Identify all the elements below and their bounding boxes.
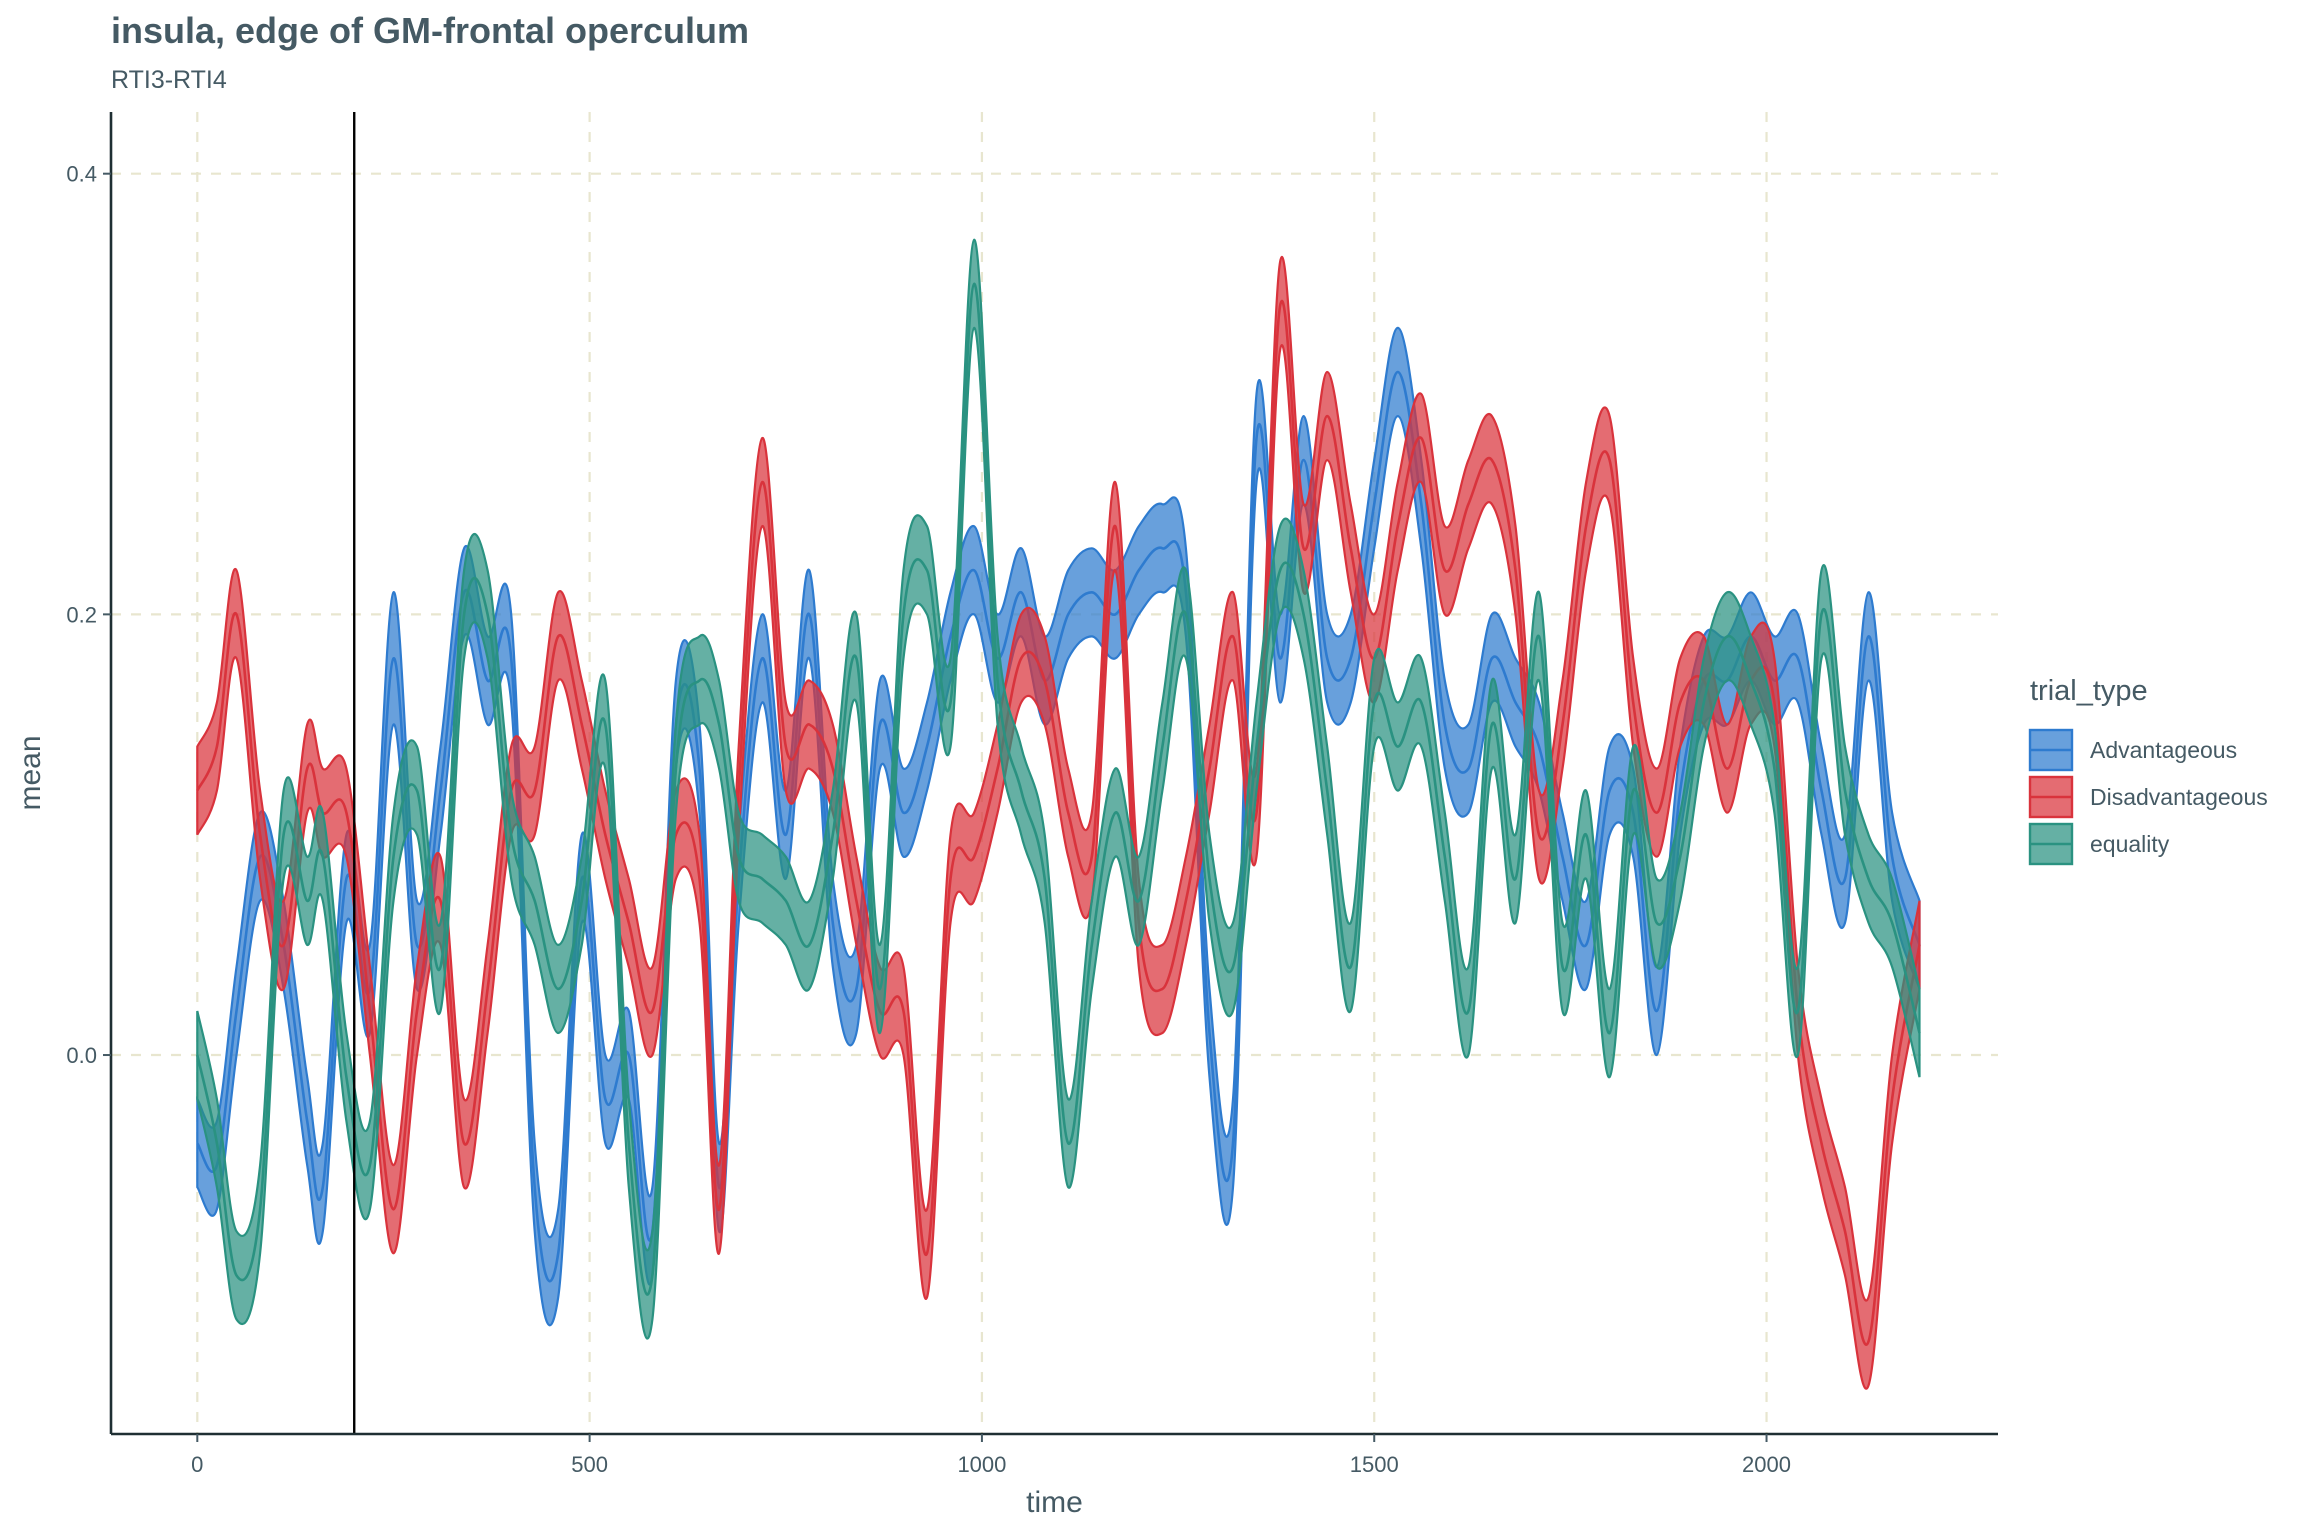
ribbon-disadvantageous <box>196 256 1921 1390</box>
chart-title: insula, edge of GM-frontal operculum <box>111 10 750 51</box>
legend-item-advantageous: Advantageous <box>2028 728 2237 772</box>
legend-label: equality <box>2090 831 2170 857</box>
mean-line-advantageous <box>196 370 1921 1283</box>
x-tick-label: 2000 <box>1742 1452 1791 1477</box>
y-axis-title: mean <box>14 735 47 810</box>
series-disadvantageous <box>196 256 1921 1390</box>
legend-item-equality: equality <box>2028 822 2170 866</box>
mean-line-equality <box>196 282 1921 1296</box>
x-axis-title: time <box>1026 1486 1083 1519</box>
ribbon-equality <box>196 238 1921 1340</box>
legend-label: Advantageous <box>2090 737 2237 763</box>
axes: 0 500 1000 1500 2000 0.0 0.2 0.4 time mean <box>14 112 1998 1519</box>
legend-item-disadvantageous: Disadvantageous <box>2028 775 2268 819</box>
y-tick-label: 0.2 <box>66 602 97 627</box>
x-tick-label: 1000 <box>957 1452 1006 1477</box>
x-tick-label: 0 <box>191 1452 203 1477</box>
chart-subtitle: RTI3-RTI4 <box>111 66 227 94</box>
y-tick-label: 0.0 <box>66 1043 97 1068</box>
legend: trial_type Advantageous Disadvantageous equ… <box>2028 675 2268 866</box>
legend-title: trial_type <box>2030 675 2148 707</box>
series-equality <box>196 238 1921 1340</box>
y-tick-label: 0.4 <box>66 162 97 187</box>
x-tick-label: 1500 <box>1350 1452 1399 1477</box>
legend-label: Disadvantageous <box>2090 784 2268 810</box>
x-tick-label: 500 <box>571 1452 608 1477</box>
mean-line-disadvantageous <box>196 300 1921 1346</box>
series-layer <box>196 238 1921 1390</box>
